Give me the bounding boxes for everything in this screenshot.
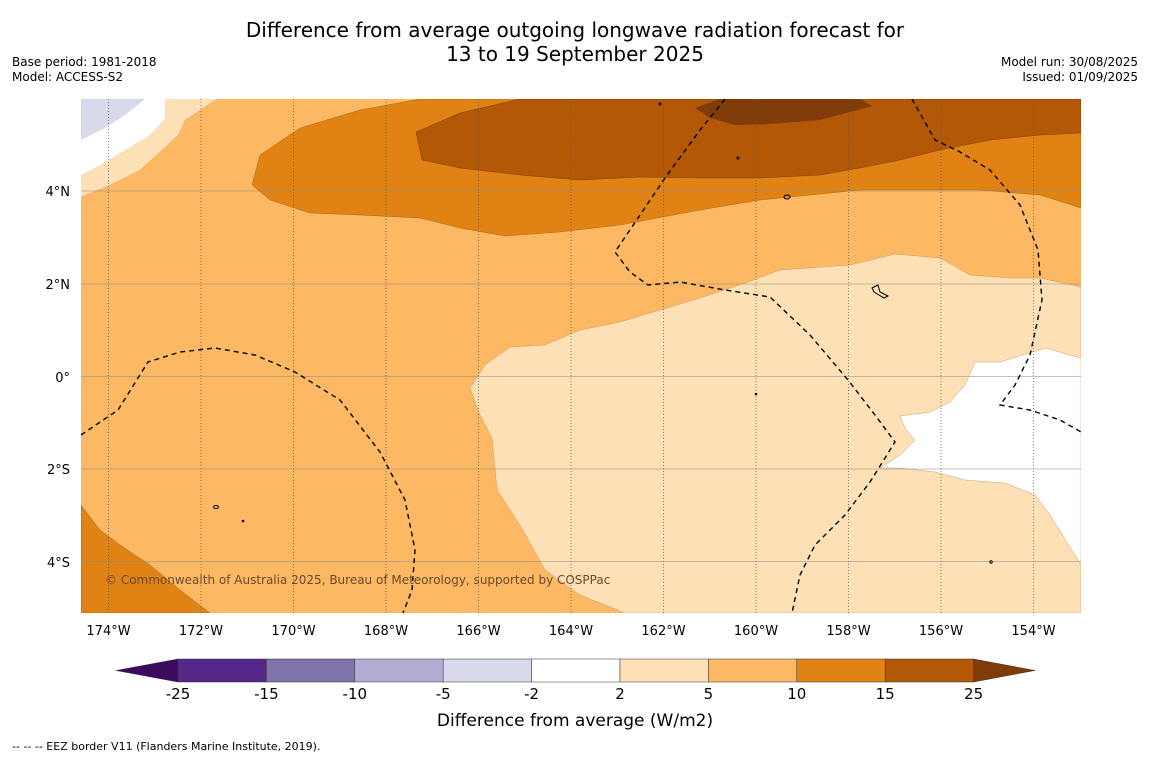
lon-label-164w: 164°W — [549, 624, 593, 639]
meta-right: Model run: 30/08/2025 Issued: 01/09/2025 — [1001, 55, 1138, 85]
colorbar-segment — [884, 658, 974, 683]
island — [871, 284, 890, 299]
colorbar-tick: 10 — [787, 685, 806, 703]
lon-label-160w: 160°W — [734, 624, 778, 639]
lon-label-174w: 174°W — [86, 624, 130, 639]
chart-title: Difference from average outgoing longwav… — [0, 18, 1150, 66]
colorbar-segment — [531, 658, 621, 683]
colorbar-segment — [708, 658, 798, 683]
lon-label-170w: 170°W — [271, 624, 315, 639]
lon-label-166w: 166°W — [456, 624, 500, 639]
meta-left: Base period: 1981-2018 Model: ACCESS-S2 — [12, 55, 157, 85]
colorbar-segment — [442, 658, 532, 683]
lon-label-154w: 154°W — [1011, 624, 1055, 639]
field-15-25-north — [415, 99, 1081, 181]
lon-label-168w: 168°W — [364, 624, 408, 639]
lat-label-4n: 4°N — [46, 185, 71, 200]
colorbar-tick: -15 — [254, 685, 279, 703]
lon-label-158w: 158°W — [826, 624, 870, 639]
lon-label-172w: 172°W — [179, 624, 223, 639]
colorbar-ticks: -25 -15 -10 -5 -2 2 5 10 15 25 — [166, 685, 983, 703]
lat-label-4s: 4°S — [47, 556, 70, 571]
colorbar-segment — [354, 658, 444, 683]
colorbar-tick: -10 — [343, 685, 368, 703]
field-2-5-southeast — [469, 253, 1081, 613]
title-line-1: Difference from average outgoing longwav… — [245, 18, 905, 42]
colorbar-extend-low — [115, 658, 179, 683]
colorbar-tick: -2 — [524, 685, 539, 703]
colorbar-extend-high — [973, 658, 1036, 683]
colorbar-segment — [796, 658, 886, 683]
field-2-5-band — [81, 99, 217, 197]
colorbar-tick: 15 — [876, 685, 895, 703]
islands — [213, 102, 993, 564]
colorbar-segment — [266, 658, 356, 683]
island — [213, 505, 219, 509]
lat-label-2n: 2°N — [46, 278, 71, 293]
colorbar-tick: -5 — [436, 685, 451, 703]
eez-border-west — [81, 347, 416, 613]
colorbar: -25 -15 -10 -5 -2 2 5 10 15 25 Differenc… — [115, 658, 1036, 731]
island — [989, 560, 993, 564]
island — [754, 392, 758, 396]
island — [241, 519, 245, 523]
colorbar-segment — [177, 658, 267, 683]
colorbar-title: Difference from average (W/m2) — [437, 711, 713, 731]
model-name: Model: ACCESS-S2 — [12, 70, 124, 84]
copyright-notice: © Commonwealth of Australia 2025, Bureau… — [105, 573, 610, 587]
lat-label-0: 0° — [55, 371, 70, 386]
latitude-axis: 4°N 2°N 0° 2°S 4°S — [46, 185, 71, 571]
eez-border-central — [614, 99, 896, 613]
eez-borders — [81, 99, 1081, 613]
colorbar-tick: -25 — [166, 685, 191, 703]
island — [783, 194, 791, 200]
issued-date: Issued: 01/09/2025 — [1022, 70, 1138, 84]
map-panel: © Commonwealth of Australia 2025, Bureau… — [81, 99, 1081, 613]
field-neutral-northwest — [81, 99, 165, 175]
lon-label-156w: 156°W — [919, 624, 963, 639]
lon-label-162w: 162°W — [641, 624, 685, 639]
island — [736, 156, 740, 160]
model-run: Model run: 30/08/2025 — [1000, 55, 1138, 69]
colorbar-tick: 5 — [704, 685, 714, 703]
field-neg5-neg2-northwest — [81, 99, 145, 140]
base-period: Base period: 1981-2018 — [12, 55, 157, 69]
field-over-25 — [695, 99, 872, 125]
field-neutral-east — [879, 347, 1081, 566]
eez-border-east — [911, 99, 1081, 433]
colorbar-segment — [619, 658, 709, 683]
colorbar-tick: 2 — [615, 685, 625, 703]
eez-footnote: -- -- -- EEZ border V11 (Flanders Marine… — [12, 740, 321, 753]
colorbar-tick: 25 — [964, 685, 983, 703]
latitude-gridlines — [81, 190, 1081, 562]
island — [658, 102, 662, 106]
lat-label-2s: 2°S — [47, 463, 70, 478]
field-10-15-southwest — [81, 504, 211, 613]
title-line-2: 13 to 19 September 2025 — [446, 42, 704, 66]
longitude-axis: 174°W 172°W 170°W 168°W 166°W 164°W 162°… — [86, 624, 1055, 639]
